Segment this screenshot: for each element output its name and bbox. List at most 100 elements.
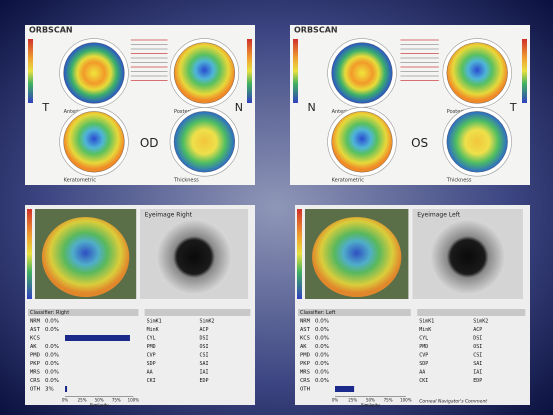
index-name: DSI <box>473 336 482 342</box>
row-name: CRS <box>300 378 310 384</box>
row-value: 0.0% <box>315 370 329 376</box>
index-name: EDP <box>200 378 209 384</box>
index-name: IAI <box>473 370 482 376</box>
eye-label: OS <box>411 136 428 150</box>
index-name: AA <box>419 370 425 376</box>
row-value: 0.0% <box>315 353 329 359</box>
axis-title: Similarity <box>90 403 110 408</box>
topography-map <box>63 42 125 104</box>
axis-label: 25% <box>348 398 357 403</box>
index-name: MinK <box>419 327 431 333</box>
index-name: CVP <box>147 353 156 359</box>
row-name: NRM <box>30 319 41 325</box>
similarity-bar <box>65 386 68 392</box>
row-value: 0.0% <box>315 336 329 342</box>
row-name: AST <box>30 327 41 333</box>
side-label: T <box>509 101 517 114</box>
index-name: MinK <box>147 327 159 333</box>
row-value: 0.0% <box>45 370 59 376</box>
index-name: CYL <box>147 336 156 342</box>
row-name: KCS <box>300 336 310 342</box>
index-name: CYL <box>419 336 428 342</box>
table-header <box>417 309 526 316</box>
color-scale <box>247 39 252 103</box>
index-name: EDP <box>473 378 482 384</box>
topography-map <box>173 42 235 104</box>
topography-map <box>331 42 393 104</box>
index-name: CSI <box>200 353 209 359</box>
row-name: OTH <box>30 387 40 393</box>
index-name: CKI <box>419 378 428 384</box>
row-value: 0.0% <box>315 327 329 333</box>
row-name: AST <box>300 327 311 333</box>
eye-photo <box>156 219 233 295</box>
row-value: 0.0% <box>315 319 329 325</box>
row-value: 0.0% <box>45 327 59 333</box>
map-label: Keratometric <box>332 178 365 184</box>
index-name: ACP <box>200 327 209 333</box>
row-value: 3% <box>45 387 54 393</box>
eye-photo <box>429 219 506 295</box>
side-label: T <box>41 101 49 114</box>
row-value: 0.0% <box>315 344 329 350</box>
map-label: Thickness <box>446 178 472 184</box>
row-name: MRS <box>300 370 310 376</box>
row-value: 0.0% <box>45 378 59 384</box>
comment: Corneal Navigator's Comment <box>419 399 487 405</box>
table-header <box>28 309 139 316</box>
row-name: PKP <box>300 361 311 367</box>
eye-image-label: Eyeimage Right <box>145 212 193 219</box>
index-name: ACP <box>473 327 482 333</box>
axis-label: 50% <box>95 398 104 403</box>
index-name: PMD <box>147 344 156 350</box>
axis-label: 0% <box>332 398 339 403</box>
index-name: OSI <box>473 344 482 350</box>
brand: ORBSCAN <box>29 26 73 35</box>
topography-map <box>446 42 508 104</box>
index-name: SDP <box>147 361 156 367</box>
row-name: KCS <box>30 336 40 342</box>
row-name: NRM <box>300 319 311 325</box>
row-name: PMD <box>300 353 310 359</box>
table-header <box>144 309 251 316</box>
axis-label: 0% <box>62 398 69 403</box>
row-name: OTH <box>300 387 310 393</box>
index-name: SAI <box>200 361 209 367</box>
index-name: SimK1 <box>419 319 434 325</box>
table-title: Classifier: Left <box>300 310 335 316</box>
side-label: N <box>235 101 243 114</box>
eye-label: OD <box>140 136 159 150</box>
axis-label: 50% <box>366 398 375 403</box>
row-value: 0.0% <box>45 344 59 350</box>
table-header <box>298 309 411 316</box>
index-name: PMD <box>419 344 428 350</box>
row-value: 0.0% <box>45 319 59 325</box>
topography-map <box>446 111 508 173</box>
color-scale <box>27 209 32 299</box>
axis-label: 75% <box>384 398 393 403</box>
similarity-bar <box>335 386 355 392</box>
row-value: 0.0% <box>315 361 329 367</box>
axis-label: 75% <box>112 398 121 403</box>
index-name: SimK2 <box>200 319 215 325</box>
index-name: DSI <box>200 336 209 342</box>
axis-title: Similarity <box>361 403 381 408</box>
index-name: SDP <box>419 361 428 367</box>
index-name: SimK2 <box>473 319 488 325</box>
brand: ORBSCAN <box>294 26 338 35</box>
table-title: Classifier: Right <box>30 310 69 316</box>
map-label: Keratometric <box>64 178 97 184</box>
side-label: N <box>307 101 315 114</box>
color-scale <box>297 209 302 299</box>
map-label: Thickness <box>173 178 199 184</box>
row-name: CRS <box>30 378 40 384</box>
row-name: AK <box>300 344 307 350</box>
axis-label: 100% <box>128 398 140 403</box>
index-name: CSI <box>473 353 482 359</box>
index-name: IAI <box>200 370 209 376</box>
index-name: SimK1 <box>147 319 162 325</box>
row-value: 0.0% <box>45 361 59 367</box>
row-name: MRS <box>30 370 40 376</box>
